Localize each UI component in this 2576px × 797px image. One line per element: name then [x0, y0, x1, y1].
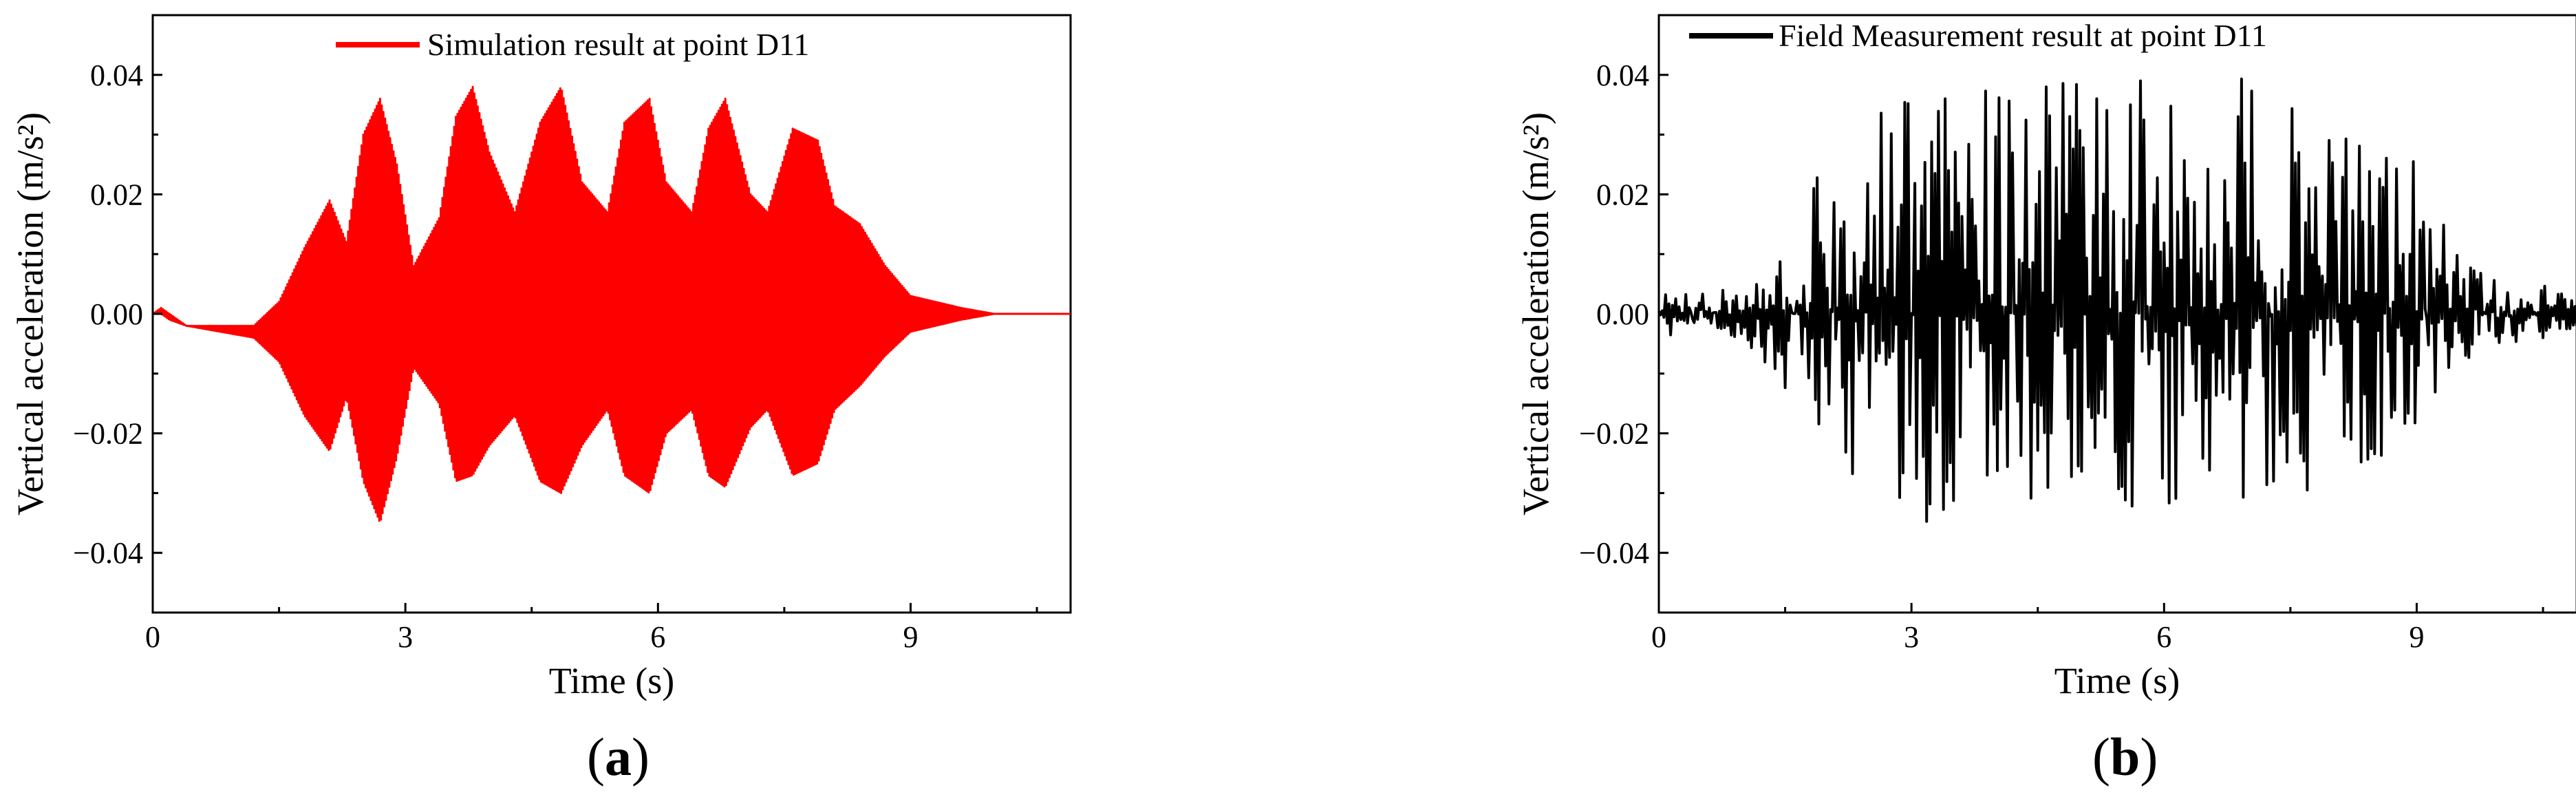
x-tick-label-b-3: 9: [2409, 620, 2424, 654]
chart-panel-a: 0 3 6 9 −0.04 −0.02 0.00 0.02 0.04 Simulation re…: [10, 14, 1072, 701]
series-field-measurement: [1657, 77, 2576, 523]
legend-a: Simulation result at point D11: [336, 27, 809, 62]
y-axis-label-b: Vertical acceleration (m/s²): [1515, 112, 1556, 516]
axis-ticks-a: 0 3 6 9 −0.04 −0.02 0.00 0.02 0.04: [73, 14, 1038, 654]
y-tick-label-b-4: 0.04: [1596, 59, 1649, 92]
y-tick-label-a-2: 0.00: [90, 297, 143, 331]
series-line-a-0: [152, 85, 1071, 522]
x-tick-label-b-1: 3: [1904, 620, 1919, 654]
y-axis-label-a: Vertical acceleration (m/s²): [10, 112, 51, 516]
y-tick-label-b-3: 0.02: [1596, 178, 1649, 211]
axis-ticks-b: 0 3 6 9 −0.04 −0.02 0.00 0.02 0.04: [1579, 14, 2544, 654]
y-tick-label-b-2: 0.00: [1596, 297, 1649, 331]
legend-b: Field Measurement result at point D11: [1689, 18, 2267, 53]
x-tick-label-a-2: 6: [650, 620, 665, 654]
x-axis-label-a: Time (s): [549, 660, 675, 701]
legend-label-simulation: Simulation result at point D11: [427, 27, 809, 62]
panel-label-b: (b): [2092, 727, 2158, 787]
y-tick-label-b-1: −0.02: [1579, 417, 1649, 451]
x-tick-label-b-0: 0: [1651, 620, 1666, 654]
x-tick-label-a-0: 0: [145, 620, 160, 654]
y-tick-label-b-0: −0.04: [1579, 536, 1649, 570]
x-tick-label-a-1: 3: [398, 620, 413, 654]
x-tick-label-a-3: 9: [903, 620, 918, 654]
y-tick-label-a-3: 0.02: [90, 178, 143, 211]
panel-label-a: (a): [587, 727, 650, 787]
series-line-b-0: [1657, 77, 2576, 523]
chart-panel-b: 0 3 6 9 −0.04 −0.02 0.00 0.02 0.04 Field Measure…: [1515, 14, 2576, 701]
legend-label-field: Field Measurement result at point D11: [1779, 18, 2267, 53]
y-tick-label-a-4: 0.04: [90, 59, 143, 92]
y-tick-label-a-0: −0.04: [73, 536, 143, 570]
series-simulation: [152, 85, 1071, 522]
x-axis-label-b: Time (s): [2054, 660, 2180, 701]
y-tick-label-a-1: −0.02: [73, 417, 143, 451]
x-tick-label-b-2: 6: [2156, 620, 2171, 654]
